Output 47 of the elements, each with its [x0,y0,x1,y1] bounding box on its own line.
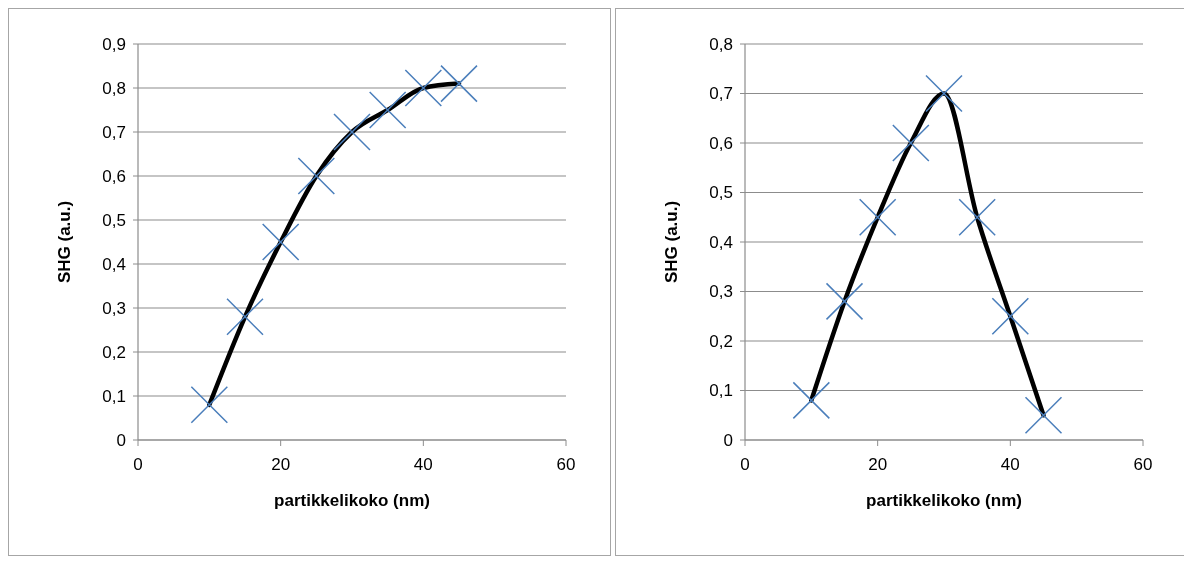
y-tick-label: 0,6 [709,133,733,153]
y-axis-title: SHG (a.u.) [55,200,74,284]
y-tick-label: 0 [723,430,733,450]
y-tick-label: 0,7 [709,84,733,104]
point [858,198,897,236]
y-tick-label: 0,1 [102,386,126,406]
point [261,223,300,261]
y-tick-label: 0,4 [709,232,733,252]
x-tick-label: 0 [133,455,143,474]
y-tick-label: 0,6 [102,166,126,186]
point [226,298,264,336]
y-tick-label: 0,5 [102,210,126,230]
y-axis-title: SHG (a.u.) [662,200,681,284]
point [190,386,229,424]
point [991,297,1030,335]
point [333,113,371,151]
point [792,381,831,420]
x-tick-label: 60 [1133,455,1153,474]
point [1024,396,1063,434]
y-tick-label: 0,8 [102,78,126,98]
x-tick-label: 60 [556,455,576,474]
y-tick-label: 0,4 [102,254,126,274]
y-tick-label: 0,7 [102,122,126,142]
x-axis-title: partikkelikoko (nm) [274,491,430,510]
point [368,91,407,129]
y-tick-label: 0 [116,430,126,450]
point [297,157,336,195]
y-tick-label: 0,2 [709,331,733,351]
x-tick-label: 20 [271,455,291,474]
y-tick-label: 0,2 [102,342,126,362]
point [958,198,996,236]
y-tick-label: 0,3 [102,298,126,318]
y-tick-label: 0,1 [709,381,733,401]
x-tick-label: 20 [868,455,888,474]
y-tick-label: 0,8 [709,34,733,54]
point [925,74,963,113]
point [825,282,864,321]
y-tick-label: 0,3 [709,282,733,302]
x-tick-label: 40 [1000,455,1020,474]
point [892,124,930,162]
y-tick-label: 0,9 [102,34,126,54]
point [404,69,443,107]
point [440,64,478,103]
y-tick-label: 0,5 [709,183,733,203]
x-tick-label: 40 [413,455,433,474]
x-axis-title: partikkelikoko (nm) [866,491,1022,510]
x-tick-label: 0 [740,455,750,474]
